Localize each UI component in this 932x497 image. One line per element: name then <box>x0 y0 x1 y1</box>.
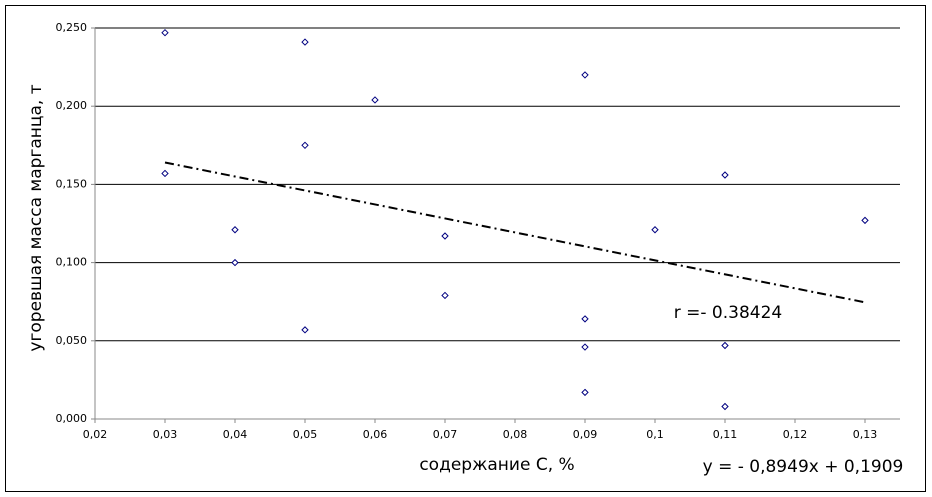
x-tick-label: 0,06 <box>363 428 388 441</box>
equation-label: y = - 0,8949x + 0,1909 <box>703 457 904 477</box>
point <box>231 258 239 267</box>
x-tick-label: 0,04 <box>223 428 248 441</box>
x-tick-label: 0,09 <box>573 428 598 441</box>
point <box>581 71 589 79</box>
correlation-label: r =- 0.38424 <box>674 303 782 323</box>
point <box>861 216 869 225</box>
x-tick-label: 0,07 <box>433 428 458 441</box>
trendline <box>164 161 866 304</box>
point <box>721 341 729 350</box>
y-tick-label: 0,250 <box>56 21 88 34</box>
point <box>581 315 589 323</box>
point <box>231 226 239 234</box>
point <box>301 326 309 334</box>
point <box>301 38 309 46</box>
y-tick-label: 0,150 <box>56 177 88 190</box>
x-tick-label: 0,03 <box>153 428 178 441</box>
y-axis-label: угоревшая масса марганца, т <box>26 84 46 351</box>
point <box>441 291 449 300</box>
x-tick-label: 0,1 <box>646 428 664 441</box>
y-tick-label: 0,100 <box>56 256 88 269</box>
point <box>581 343 589 351</box>
point <box>161 28 169 37</box>
y-tick-label: 0,200 <box>56 99 88 112</box>
point <box>161 169 169 178</box>
x-tick-label: 0,13 <box>853 428 878 441</box>
x-tick-label: 0,02 <box>83 428 108 441</box>
y-tick-label: 0,050 <box>56 334 88 347</box>
point <box>581 388 589 397</box>
x-tick-label: 0,11 <box>713 428 738 441</box>
point <box>371 96 379 104</box>
x-tick-label: 0,05 <box>293 428 318 441</box>
point <box>441 232 449 240</box>
point <box>721 171 729 179</box>
point <box>721 402 729 411</box>
y-tick-label: 0,000 <box>56 412 88 425</box>
x-tick-label: 0,12 <box>783 428 808 441</box>
x-tick-label: 0,08 <box>503 428 528 441</box>
point <box>651 226 659 234</box>
point <box>301 141 309 150</box>
frame <box>5 5 926 492</box>
x-axis-label: содержание С, % <box>419 455 574 475</box>
